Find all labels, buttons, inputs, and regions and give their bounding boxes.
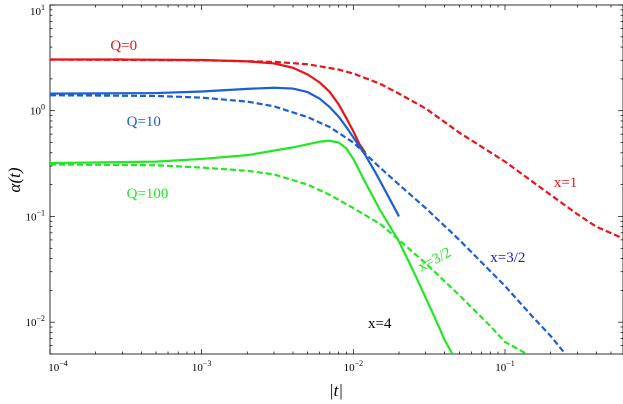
- series-line-5-dashed: [50, 94, 567, 354]
- x-tick-label: 10−1: [495, 359, 515, 374]
- series-lines: [50, 58, 623, 354]
- y-tick-label: 101: [30, 3, 45, 18]
- y-tick-label: 10−1: [25, 208, 45, 223]
- series-line-6-dashed: [50, 163, 528, 354]
- x-tick-label: 10−3: [192, 359, 212, 374]
- annotation-label: x=4: [368, 316, 392, 332]
- annotation-label: x=3/2: [490, 250, 525, 266]
- x-axis-title: |t|: [329, 381, 343, 400]
- x-tick-label: 10−4: [48, 359, 68, 374]
- annotation-label: Q=0: [110, 38, 137, 54]
- annotation-label: Q=10: [127, 114, 161, 130]
- y-tick-label: 100: [30, 103, 45, 118]
- series-line-1-solid: [50, 58, 367, 154]
- x-tick-label: 10−2: [344, 359, 364, 374]
- annotation-label: x=3/2: [416, 245, 455, 276]
- annotation-label: x=1: [554, 175, 577, 191]
- annotation-label: Q=100: [127, 186, 169, 202]
- series-line-4-dashed: [50, 58, 623, 240]
- annotations: Q=0 Q=10 Q=100 x=1 x=3/2 x=3/2 x=4: [110, 38, 577, 332]
- series-line-3-solid: [50, 139, 454, 354]
- y-axis-title: α(t): [5, 167, 24, 192]
- series-line-2-solid: [50, 86, 400, 217]
- y-tick-label: 10−2: [25, 314, 45, 329]
- plot-frame: [49, 4, 623, 355]
